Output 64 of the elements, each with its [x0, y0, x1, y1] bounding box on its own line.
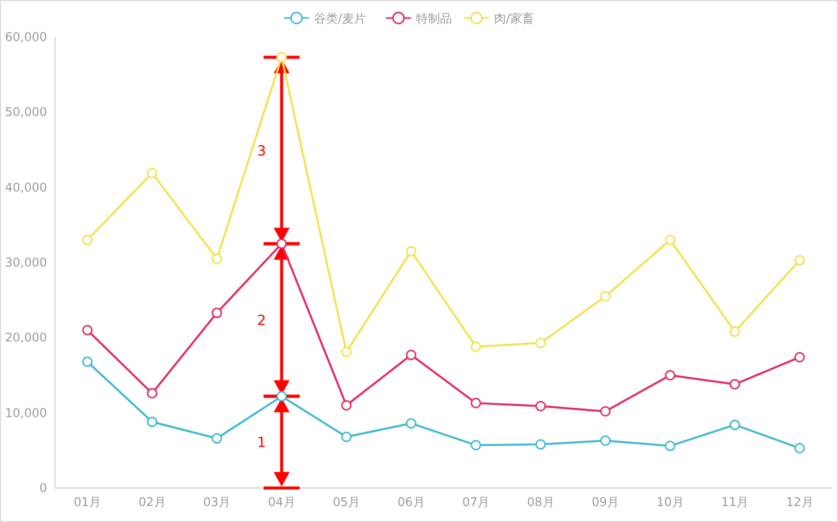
point — [341, 432, 352, 442]
point — [470, 440, 482, 450]
point — [276, 391, 287, 402]
point — [146, 388, 158, 399]
y-tick-label: 30,000 — [5, 256, 47, 270]
x-tick-label: 04月 — [268, 495, 296, 509]
x-tick-label: 02月 — [138, 495, 166, 509]
annotation: 2 — [257, 313, 266, 330]
point — [406, 246, 416, 256]
point — [470, 341, 482, 352]
x-tick-label: 06月 — [397, 495, 425, 509]
point — [212, 433, 222, 444]
point — [794, 352, 805, 362]
x-tick-label: 09月 — [592, 495, 620, 509]
y-tick-label: 40,000 — [5, 180, 47, 194]
x-tick-label: 11月 — [721, 495, 749, 509]
y-tick-label: 20,000 — [5, 330, 47, 345]
point — [600, 435, 611, 446]
point — [146, 168, 158, 178]
annotation: 1 — [257, 435, 266, 452]
point — [664, 234, 676, 246]
legend-item: 谷类/麦片 — [284, 12, 366, 26]
point — [600, 291, 611, 302]
point — [535, 400, 546, 412]
point — [82, 234, 93, 246]
annotation: 3 — [257, 144, 266, 160]
point — [600, 406, 611, 417]
point — [794, 254, 805, 266]
legend-item: 肉/家畜 — [464, 12, 534, 26]
point — [212, 253, 222, 264]
legend-label: 肉/家畜 — [494, 12, 534, 26]
x-tick-label: 12月 — [786, 495, 814, 509]
point — [664, 370, 676, 380]
y-tick-label: 50,000 — [5, 105, 47, 120]
point — [535, 439, 546, 450]
point — [470, 398, 482, 408]
y-tick-label: 0 — [39, 481, 47, 495]
point — [794, 442, 805, 454]
point — [276, 238, 287, 249]
point — [406, 418, 416, 429]
legend-label: 谷类/麦片 — [314, 12, 366, 26]
point — [730, 326, 740, 337]
point — [276, 52, 287, 63]
point — [341, 346, 352, 358]
point — [212, 308, 222, 318]
y-tick-label: 60,000 — [5, 30, 47, 44]
point — [730, 379, 740, 390]
point — [146, 416, 158, 428]
point — [535, 338, 546, 348]
y-tick-label: 10,000 — [5, 406, 47, 420]
x-tick-label: 10月 — [656, 495, 684, 509]
x-tick-label: 03月 — [203, 495, 231, 509]
point — [341, 400, 352, 411]
point — [82, 356, 93, 367]
point — [406, 350, 416, 360]
x-tick-label: 08月 — [526, 495, 554, 509]
legend-label: 特制品 — [416, 12, 452, 26]
x-tick-label: 05月 — [332, 495, 360, 509]
legend-item: 特制品 — [386, 12, 452, 26]
point — [82, 324, 93, 336]
x-tick-label: 01月 — [74, 495, 102, 509]
x-tick-label: 07月 — [462, 495, 490, 509]
point — [730, 420, 740, 430]
point — [664, 440, 676, 452]
